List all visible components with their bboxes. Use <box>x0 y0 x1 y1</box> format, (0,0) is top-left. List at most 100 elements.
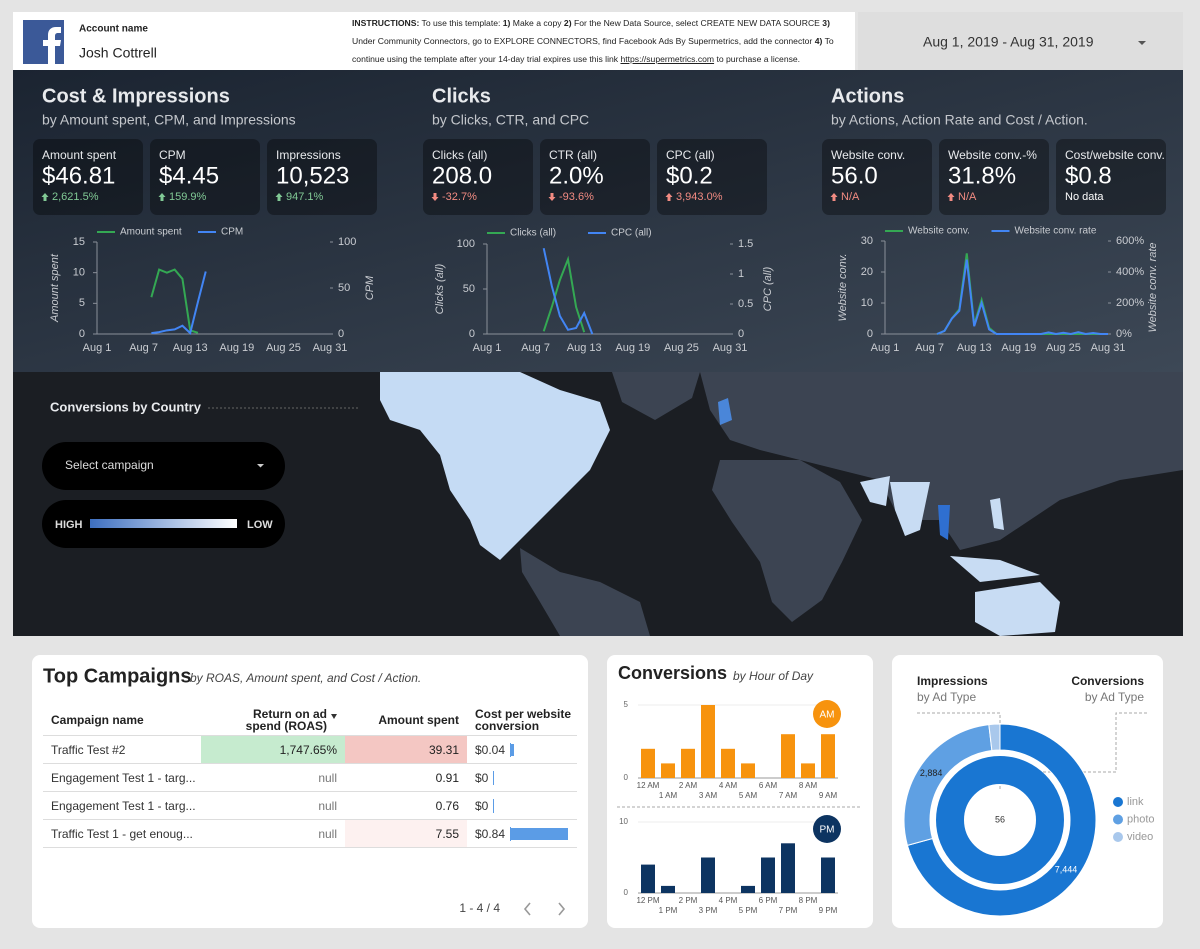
trend-arrow <box>665 193 673 201</box>
date-range[interactable]: Aug 1, 2019 - Aug 31, 2019 <box>923 34 1094 50</box>
cost-bar <box>511 827 569 840</box>
kpi-value: 2.0% <box>549 162 604 189</box>
table-cell: 0.91 <box>345 764 467 791</box>
pagination: 1 - 4 / 4 <box>459 901 500 915</box>
table-cell: 39.31 <box>345 736 467 763</box>
cell-text: null <box>318 826 337 841</box>
kpi-change: 3,943.0% <box>676 191 723 203</box>
instruction-text: 2) <box>563 18 572 28</box>
x-tick-label: Aug 7 <box>521 342 550 354</box>
account-label: Account name <box>79 24 148 35</box>
sort-indicator <box>331 714 337 719</box>
y2-tick-label: 400% <box>1116 266 1144 278</box>
y-tick-label: 50 <box>463 283 475 295</box>
donut-segment <box>936 756 1064 884</box>
series-line <box>151 271 207 335</box>
cost-bar-track <box>493 798 552 813</box>
y-tick-label: 0 <box>469 328 475 340</box>
x-tick-label: Aug 13 <box>173 342 208 354</box>
instruction-text: 4) <box>814 36 823 46</box>
legend-label: Website conv. <box>908 226 970 237</box>
map-australia <box>975 582 1060 636</box>
donut-subtitle: by Ad Type <box>1085 690 1144 704</box>
legend-label: Clicks (all) <box>510 228 556 239</box>
trend-arrow <box>431 193 439 201</box>
legend-label: Amount spent <box>120 227 182 238</box>
kpi-label: Clicks (all) <box>432 148 487 162</box>
bar <box>801 763 815 778</box>
table-cell: $0 <box>467 764 577 791</box>
series-line <box>542 247 594 335</box>
kpi-value: 10,523 <box>276 162 349 189</box>
map-uk <box>718 398 732 425</box>
kpi-card <box>540 139 650 215</box>
x-tick-label: 6 AM <box>759 781 778 790</box>
legend-dot <box>1113 832 1123 842</box>
legend-label: video <box>1127 831 1153 843</box>
world-map <box>380 372 1183 636</box>
cell-text: null <box>318 770 337 785</box>
bar <box>641 864 655 893</box>
page-prev[interactable] <box>523 902 531 916</box>
column-header: Campaign name <box>43 705 201 735</box>
y-tick-label: 0 <box>624 888 629 897</box>
x-tick-label: 7 PM <box>779 906 798 915</box>
cost-bar-track <box>493 770 552 785</box>
x-tick-label: 12 AM <box>637 781 660 790</box>
kpi-change: N/A <box>958 191 977 203</box>
kpi-value: $4.45 <box>159 162 219 189</box>
instruction-text: INSTRUCTIONS: <box>352 18 420 28</box>
campaign-table: Campaign name Return on ad spend (ROAS) Am… <box>43 705 577 848</box>
period-badge <box>813 815 841 843</box>
kpi-value: $0.8 <box>1065 162 1112 189</box>
instructions: INSTRUCTIONS: To use this template: 1) M… <box>352 14 842 68</box>
kpi-value: $0.2 <box>666 162 713 189</box>
series-line <box>542 255 586 333</box>
x-tick-label: Aug 1 <box>473 342 502 354</box>
kpi-card <box>1056 139 1166 215</box>
donut-title: Impressions <box>917 674 988 688</box>
table-title: Top Campaigns <box>43 665 192 687</box>
period-badge <box>813 700 841 728</box>
x-tick-label: Aug 19 <box>1001 342 1036 354</box>
kpi-card <box>150 139 260 215</box>
donut-segment <box>906 723 1097 917</box>
x-tick-label: 4 PM <box>719 896 738 905</box>
instruction-text: to purchase a license. <box>714 54 801 64</box>
instruction-text[interactable]: https://supermetrics.com <box>620 54 715 64</box>
cell-text: $0 <box>475 798 489 813</box>
page-next[interactable] <box>558 902 566 916</box>
x-tick-label: 3 PM <box>699 906 718 915</box>
y-axis-title: Clicks (all) <box>434 263 446 314</box>
cell-text: $0.04 <box>475 742 506 757</box>
campaign-dropdown-label[interactable]: Select campaign <box>65 458 154 472</box>
kpi-label: Website conv.-% <box>948 148 1037 162</box>
kpi-change: 947.1% <box>286 191 324 203</box>
x-tick-label: Aug 1 <box>83 342 112 354</box>
x-tick-label: Aug 13 <box>567 342 602 354</box>
column-header-text: Cost per website conversion <box>475 707 572 733</box>
map-title: Conversions by Country <box>50 399 202 414</box>
x-tick-label: 9 AM <box>819 791 838 800</box>
x-tick-label: Aug 7 <box>915 342 944 354</box>
map-greenland <box>612 372 700 420</box>
campaign-dropdown[interactable] <box>42 442 285 490</box>
kpi-label: CPC (all) <box>666 148 715 162</box>
campaign-dropdown-arrow[interactable] <box>257 464 264 468</box>
cell-text: Traffic Test 1 - get enoug... <box>51 826 193 841</box>
date-panel[interactable] <box>858 12 1183 70</box>
column-header[interactable]: Return on ad spend (ROAS) <box>201 705 345 735</box>
table-cell: Traffic Test #2 <box>43 736 201 763</box>
y2-tick-label: 200% <box>1116 297 1144 309</box>
y2-tick-label: 100 <box>338 236 356 248</box>
y2-axis-title: Website conv. rate <box>1147 242 1159 332</box>
legend-label: Website conv. rate <box>1015 226 1097 237</box>
date-dropdown-arrow[interactable] <box>1138 41 1146 45</box>
y2-tick-label: 0 <box>738 328 744 340</box>
x-tick-label: 12 PM <box>636 896 659 905</box>
bar <box>681 748 695 778</box>
table-row: Traffic Test #2 1,747.65% 39.31 $0.04 <box>43 736 577 764</box>
trend-arrow <box>41 193 49 201</box>
map-thailand <box>938 505 950 540</box>
